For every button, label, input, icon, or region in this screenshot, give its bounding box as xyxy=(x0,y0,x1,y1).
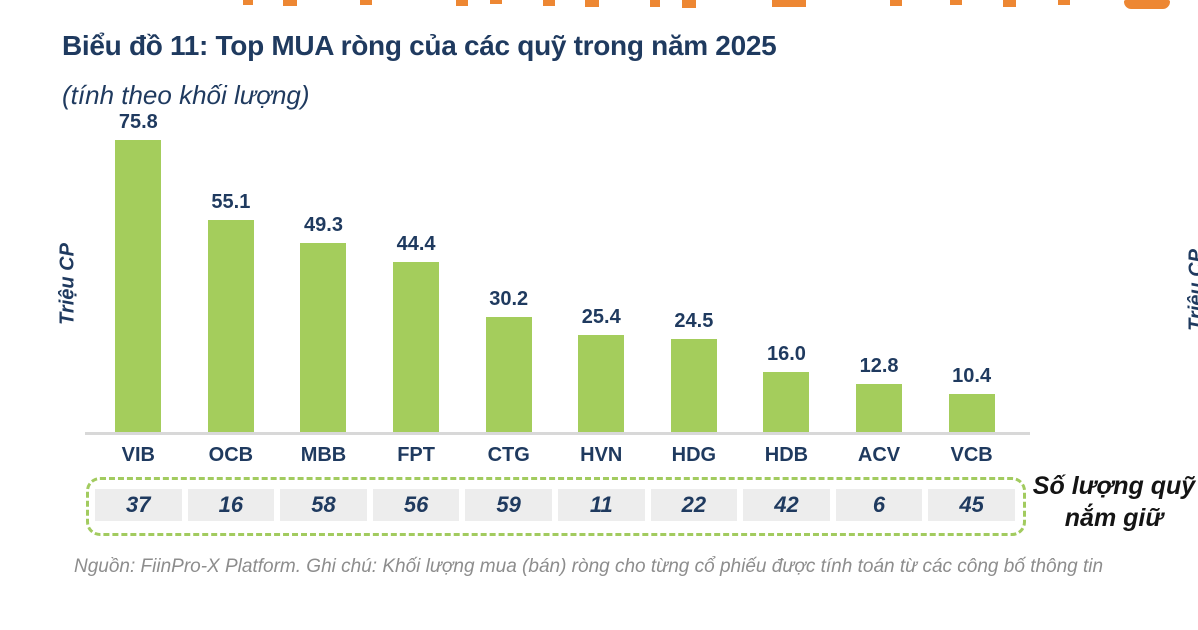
bar-column-acv: 12.8 xyxy=(833,118,926,434)
bar-value-label: 24.5 xyxy=(674,309,714,332)
heading-fragment xyxy=(543,0,555,6)
bar-fpt xyxy=(393,261,440,434)
bar-value-label: 49.3 xyxy=(304,213,343,236)
bar-value-label: 75.8 xyxy=(118,111,158,133)
funds-held-label: Số lượng quỹ nắm giữ xyxy=(1030,471,1198,534)
funds-held-label-line2: nắm giữ xyxy=(1064,503,1164,532)
heading-fragment xyxy=(772,0,806,7)
chart-title: Biểu đồ 11: Top MUA ròng của các quỹ tro… xyxy=(62,30,777,61)
bar-column-hdg: 24.5 xyxy=(648,118,741,434)
bar-value-label: 12.8 xyxy=(859,355,899,378)
bar-vcb xyxy=(948,393,995,434)
funds-held-value-vcb: 45 xyxy=(928,489,1015,521)
funds-held-value-mbb: 58 xyxy=(280,489,367,521)
funds-held-value-ocb: 16 xyxy=(187,489,275,521)
funds-held-value-vib: 37 xyxy=(95,489,182,521)
funds-held-box xyxy=(86,477,1026,536)
funds-held-value-ctg: 59 xyxy=(465,489,552,521)
funds-held-value-acv: 6 xyxy=(835,489,923,521)
heading-fragment xyxy=(585,0,599,7)
heading-fragment xyxy=(1124,0,1170,9)
bar-value-label: 25.4 xyxy=(581,306,621,329)
bar-value-label: 44.4 xyxy=(396,232,436,255)
x-axis-label-acv: ACV xyxy=(857,444,901,466)
heading-fragment xyxy=(1058,0,1070,5)
bar-hdg xyxy=(670,338,717,434)
heading-fragment xyxy=(243,0,253,5)
bar-hvn xyxy=(578,335,625,434)
x-axis-label-fpt: FPT xyxy=(397,444,435,466)
secondary-y-axis-label: Triệu CP xyxy=(1185,249,1198,331)
funds-held-value-fpt: 56 xyxy=(372,489,460,521)
heading-fragment xyxy=(1003,0,1016,7)
funds-held-value-hvn: 11 xyxy=(557,489,645,521)
bar-mbb xyxy=(300,242,347,434)
x-axis-label-ocb: OCB xyxy=(208,444,254,466)
x-axis-label-hdg: HDG xyxy=(671,444,717,466)
x-axis-line xyxy=(85,432,1030,435)
bar-value-label: 30.2 xyxy=(489,287,529,310)
bar-value-label: 55.1 xyxy=(211,191,251,214)
funds-held-row: 37 16 58 56 59 11 22 42 6 45 xyxy=(92,489,1018,521)
bar-column-ctg: 30.2 xyxy=(462,118,555,434)
bar-vib xyxy=(115,140,162,434)
bar-column-ocb: 55.1 xyxy=(185,118,278,434)
heading-fragment xyxy=(360,0,372,5)
source-note: Nguồn: FiinPro-X Platform. Ghi chú: Khối… xyxy=(74,556,1104,577)
x-axis-label-hdb: HDB xyxy=(764,444,809,466)
bar-value-label: 16.0 xyxy=(766,342,806,365)
heading-fragment xyxy=(682,0,696,8)
funds-held-value-hdg: 22 xyxy=(650,489,738,521)
heading-fragment xyxy=(456,0,468,6)
x-axis-label-hvn: HVN xyxy=(580,444,623,466)
y-axis-label: Triệu CP xyxy=(56,243,79,325)
bar-column-hdb: 16.0 xyxy=(740,118,833,434)
x-axis-label-vib: VIB xyxy=(121,444,155,466)
bar-ocb xyxy=(207,220,254,434)
x-axis-label-vcb: VCB xyxy=(950,444,993,466)
heading-fragment xyxy=(650,0,660,7)
bar-column-mbb: 49.3 xyxy=(277,118,370,434)
bar-value-label: 10.4 xyxy=(952,364,992,387)
heading-fragment xyxy=(490,0,502,4)
heading-fragment xyxy=(890,0,902,6)
bar-column-vcb: 10.4 xyxy=(925,118,1018,434)
heading-fragment xyxy=(283,0,297,6)
bar-chart-plot: 75.8 55.1 49.3 44.4 30.2 25.4 24.5 16.0 12.8 10.4 xyxy=(92,111,1018,434)
heading-fragment xyxy=(950,0,962,5)
bar-acv xyxy=(856,384,903,434)
chart-subtitle: (tính theo khối lượng) xyxy=(62,80,310,110)
bar-column-hvn: 25.4 xyxy=(555,118,648,434)
funds-held-value-hdb: 42 xyxy=(743,489,830,521)
bar-column-fpt: 44.4 xyxy=(370,118,463,434)
funds-held-label-line1: Số lượng quỹ xyxy=(1032,472,1196,500)
bar-ctg xyxy=(485,316,532,434)
bar-hdb xyxy=(763,371,810,434)
x-axis-label-mbb: MBB xyxy=(300,444,347,466)
x-axis-labels: VIB OCB MBB FPT CTG HVN HDG HDB ACV VCB xyxy=(92,444,1018,467)
x-axis-label-ctg: CTG xyxy=(487,444,530,466)
bar-column-vib: 75.8 xyxy=(92,111,185,434)
